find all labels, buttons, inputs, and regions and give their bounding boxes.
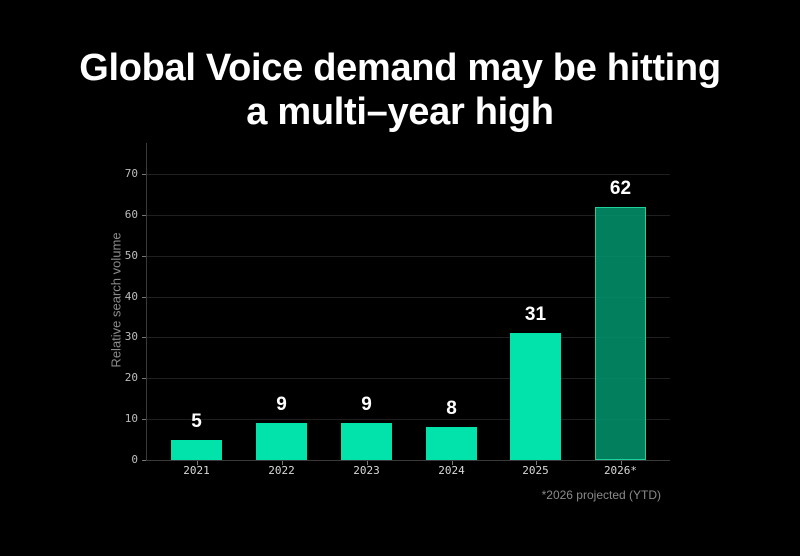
bar-value-label: 9 bbox=[276, 394, 287, 416]
y-tick-mark bbox=[142, 378, 146, 379]
x-tick-mark bbox=[367, 461, 368, 465]
y-tick-label: 0 bbox=[131, 453, 138, 466]
y-tick-label: 50 bbox=[124, 249, 138, 262]
gridline bbox=[146, 256, 670, 257]
y-tick-label: 30 bbox=[124, 330, 138, 343]
x-tick-label: 2021 bbox=[183, 464, 210, 477]
y-tick-mark bbox=[142, 256, 146, 257]
x-tick-label: 2025 bbox=[522, 464, 549, 477]
x-tick-label: 2024 bbox=[438, 464, 465, 477]
chart-title-line-2: a multi–year high bbox=[246, 91, 554, 133]
chart-title-line-1: Global Voice demand may be hitting bbox=[79, 47, 721, 89]
bar-value-label: 31 bbox=[524, 304, 547, 326]
y-tick-label: 10 bbox=[124, 412, 138, 425]
gridline bbox=[146, 297, 670, 298]
bar-2024 bbox=[426, 427, 477, 460]
chart-title: Global Voice demand may be hitting a mul… bbox=[0, 46, 800, 134]
y-tick-label: 40 bbox=[124, 290, 138, 303]
footnote: *2026 projected (YTD) bbox=[541, 488, 661, 502]
y-tick-mark bbox=[142, 460, 146, 461]
y-tick-mark bbox=[142, 337, 146, 338]
bar-2026 bbox=[595, 206, 646, 460]
bar-value-label: 9 bbox=[361, 394, 372, 416]
bar-value-label: 5 bbox=[191, 410, 202, 432]
y-tick-label: 70 bbox=[124, 167, 138, 180]
bar-value-label: 8 bbox=[446, 398, 457, 420]
y-tick-mark bbox=[142, 419, 146, 420]
x-tick-mark bbox=[282, 461, 283, 465]
bar-2022 bbox=[256, 423, 307, 460]
y-tick-mark bbox=[142, 174, 146, 175]
x-tick-mark bbox=[452, 461, 453, 465]
bar-2025 bbox=[510, 333, 561, 460]
x-tick-mark bbox=[621, 461, 622, 465]
x-tick-label: 2022 bbox=[268, 464, 295, 477]
bar-value-label: 62 bbox=[609, 177, 632, 199]
gridline bbox=[146, 337, 670, 338]
x-tick-label: 2023 bbox=[353, 464, 380, 477]
y-axis-title: Relative search volume bbox=[108, 232, 124, 368]
y-tick-label: 60 bbox=[124, 208, 138, 221]
bar-2021 bbox=[171, 439, 222, 460]
y-tick-mark bbox=[142, 215, 146, 216]
y-axis-line bbox=[146, 143, 147, 461]
y-tick-mark bbox=[142, 297, 146, 298]
x-tick-mark bbox=[197, 461, 198, 465]
gridline bbox=[146, 419, 670, 420]
x-tick-label: 2026* bbox=[603, 464, 638, 477]
x-axis-line bbox=[146, 460, 670, 461]
gridline bbox=[146, 174, 670, 175]
gridline bbox=[146, 215, 670, 216]
bar-2023 bbox=[341, 423, 392, 460]
gridline bbox=[146, 378, 670, 379]
x-tick-mark bbox=[536, 461, 537, 465]
y-tick-label: 20 bbox=[124, 371, 138, 384]
